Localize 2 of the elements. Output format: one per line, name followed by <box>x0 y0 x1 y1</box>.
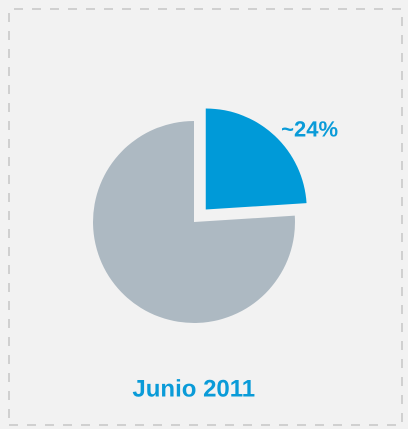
text: Junio 2011 <box>132 375 256 402</box>
data-label: ~24% <box>281 116 338 142</box>
